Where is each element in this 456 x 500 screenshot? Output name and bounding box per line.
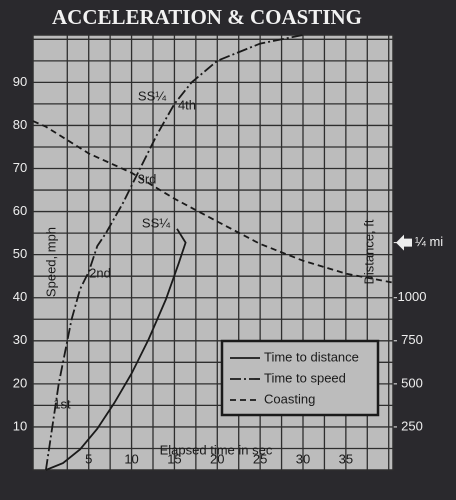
y-tick-label: 50 bbox=[13, 246, 27, 261]
curve-annotation: SS¼ bbox=[138, 88, 166, 103]
legend-label: Coasting bbox=[264, 391, 315, 406]
y-tick-label: 60 bbox=[13, 203, 27, 218]
plot-border bbox=[32, 34, 394, 471]
y-tick-label: 20 bbox=[13, 375, 27, 390]
x-tick-label: 35 bbox=[339, 451, 353, 466]
y-tick-label: 30 bbox=[13, 332, 27, 347]
y2-tick-label: 750 bbox=[401, 332, 423, 347]
quarter-mile-arrow bbox=[396, 234, 412, 251]
legend-box bbox=[220, 339, 380, 417]
curve-annotation: 3rd bbox=[138, 171, 157, 186]
x-axis-label: Elapsed time in sec bbox=[160, 442, 273, 457]
series-line bbox=[45, 34, 304, 471]
x-tick-label: 20 bbox=[210, 451, 224, 466]
series-line bbox=[45, 228, 187, 471]
y-tick-label: 10 bbox=[13, 418, 27, 433]
y2-tick-label: 500 bbox=[401, 375, 423, 390]
legend-label: Time to distance bbox=[264, 349, 359, 364]
x-tick-label: 25 bbox=[253, 451, 267, 466]
y-tick-label: 70 bbox=[13, 160, 27, 175]
legend-label: Time to speed bbox=[264, 370, 346, 385]
curve-annotation: 4th bbox=[178, 97, 196, 112]
x-tick-label: 15 bbox=[167, 451, 181, 466]
y2-tick-label: 1000 bbox=[398, 289, 427, 304]
y2-tick-label: 250 bbox=[401, 418, 423, 433]
chart-title: ACCELERATION & COASTING bbox=[52, 5, 362, 29]
series-line bbox=[32, 120, 394, 284]
x-tick-label: 10 bbox=[124, 451, 138, 466]
curve-annotation: SS¼ bbox=[142, 215, 170, 230]
y-tick-label: 40 bbox=[13, 289, 27, 304]
curve-annotation: 1st bbox=[53, 396, 71, 411]
y-tick-label: 80 bbox=[13, 117, 27, 132]
y2-tick-label: ¼ mi bbox=[415, 234, 443, 249]
x-tick-label: 30 bbox=[296, 451, 310, 466]
y-tick-label: 90 bbox=[13, 74, 27, 89]
curve-annotation: 2nd bbox=[89, 265, 111, 280]
x-tick-label: 5 bbox=[85, 451, 92, 466]
y2-axis-label: Distance, ft bbox=[361, 219, 376, 284]
y-axis-label: Speed, mph bbox=[43, 227, 58, 297]
